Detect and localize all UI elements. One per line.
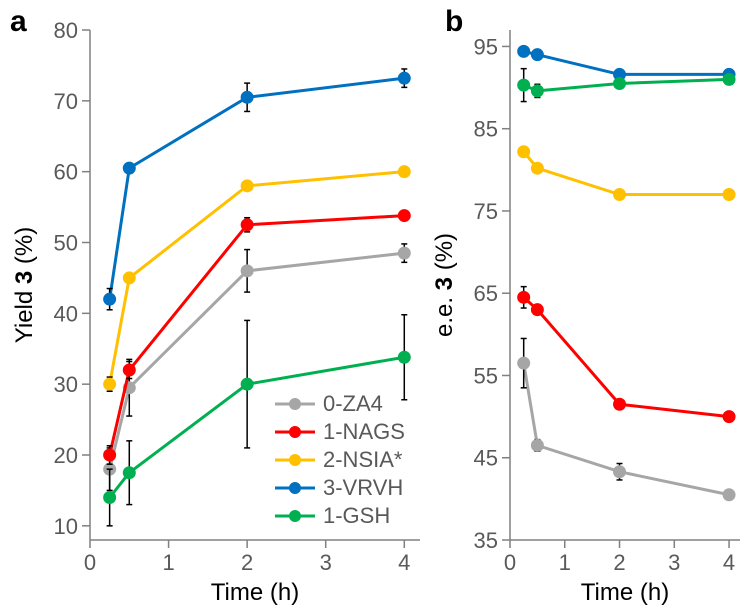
svg-text:95: 95	[474, 34, 498, 59]
svg-text:70: 70	[54, 89, 78, 114]
svg-text:Yield 3 (%): Yield 3 (%)	[11, 227, 38, 344]
svg-text:1: 1	[162, 550, 174, 575]
svg-text:4: 4	[723, 550, 735, 575]
svg-text:80: 80	[54, 18, 78, 43]
svg-text:50: 50	[54, 231, 78, 256]
svg-text:2: 2	[241, 550, 253, 575]
svg-text:85: 85	[474, 117, 498, 142]
svg-text:Time (h): Time (h)	[211, 579, 299, 606]
svg-text:2: 2	[613, 550, 625, 575]
svg-text:2-NSIA*: 2-NSIA*	[323, 447, 403, 472]
svg-text:0: 0	[504, 550, 516, 575]
svg-text:40: 40	[54, 301, 78, 326]
svg-text:4: 4	[398, 550, 410, 575]
svg-text:e.e. 3 (%): e.e. 3 (%)	[431, 233, 458, 337]
svg-text:0-ZA4: 0-ZA4	[323, 391, 383, 416]
svg-text:3-VRVH: 3-VRVH	[323, 475, 403, 500]
panel-label-b: b	[445, 5, 463, 39]
svg-text:Time (h): Time (h)	[581, 579, 669, 606]
svg-text:3: 3	[320, 550, 332, 575]
svg-text:1: 1	[559, 550, 571, 575]
svg-text:1-NAGS: 1-NAGS	[323, 419, 405, 444]
svg-text:55: 55	[474, 363, 498, 388]
figure-container: a b 012341020304050607080Time (h)Yield 3…	[0, 0, 755, 614]
svg-text:45: 45	[474, 446, 498, 471]
svg-text:1-GSH: 1-GSH	[323, 503, 390, 528]
svg-text:0: 0	[84, 550, 96, 575]
svg-text:75: 75	[474, 199, 498, 224]
svg-text:30: 30	[54, 372, 78, 397]
svg-text:35: 35	[474, 528, 498, 553]
panel-label-a: a	[10, 5, 27, 39]
svg-text:3: 3	[668, 550, 680, 575]
chart-svg: 012341020304050607080Time (h)Yield 3 (%)…	[0, 0, 755, 614]
svg-text:10: 10	[54, 514, 78, 539]
svg-text:20: 20	[54, 443, 78, 468]
svg-text:65: 65	[474, 281, 498, 306]
svg-text:60: 60	[54, 160, 78, 185]
